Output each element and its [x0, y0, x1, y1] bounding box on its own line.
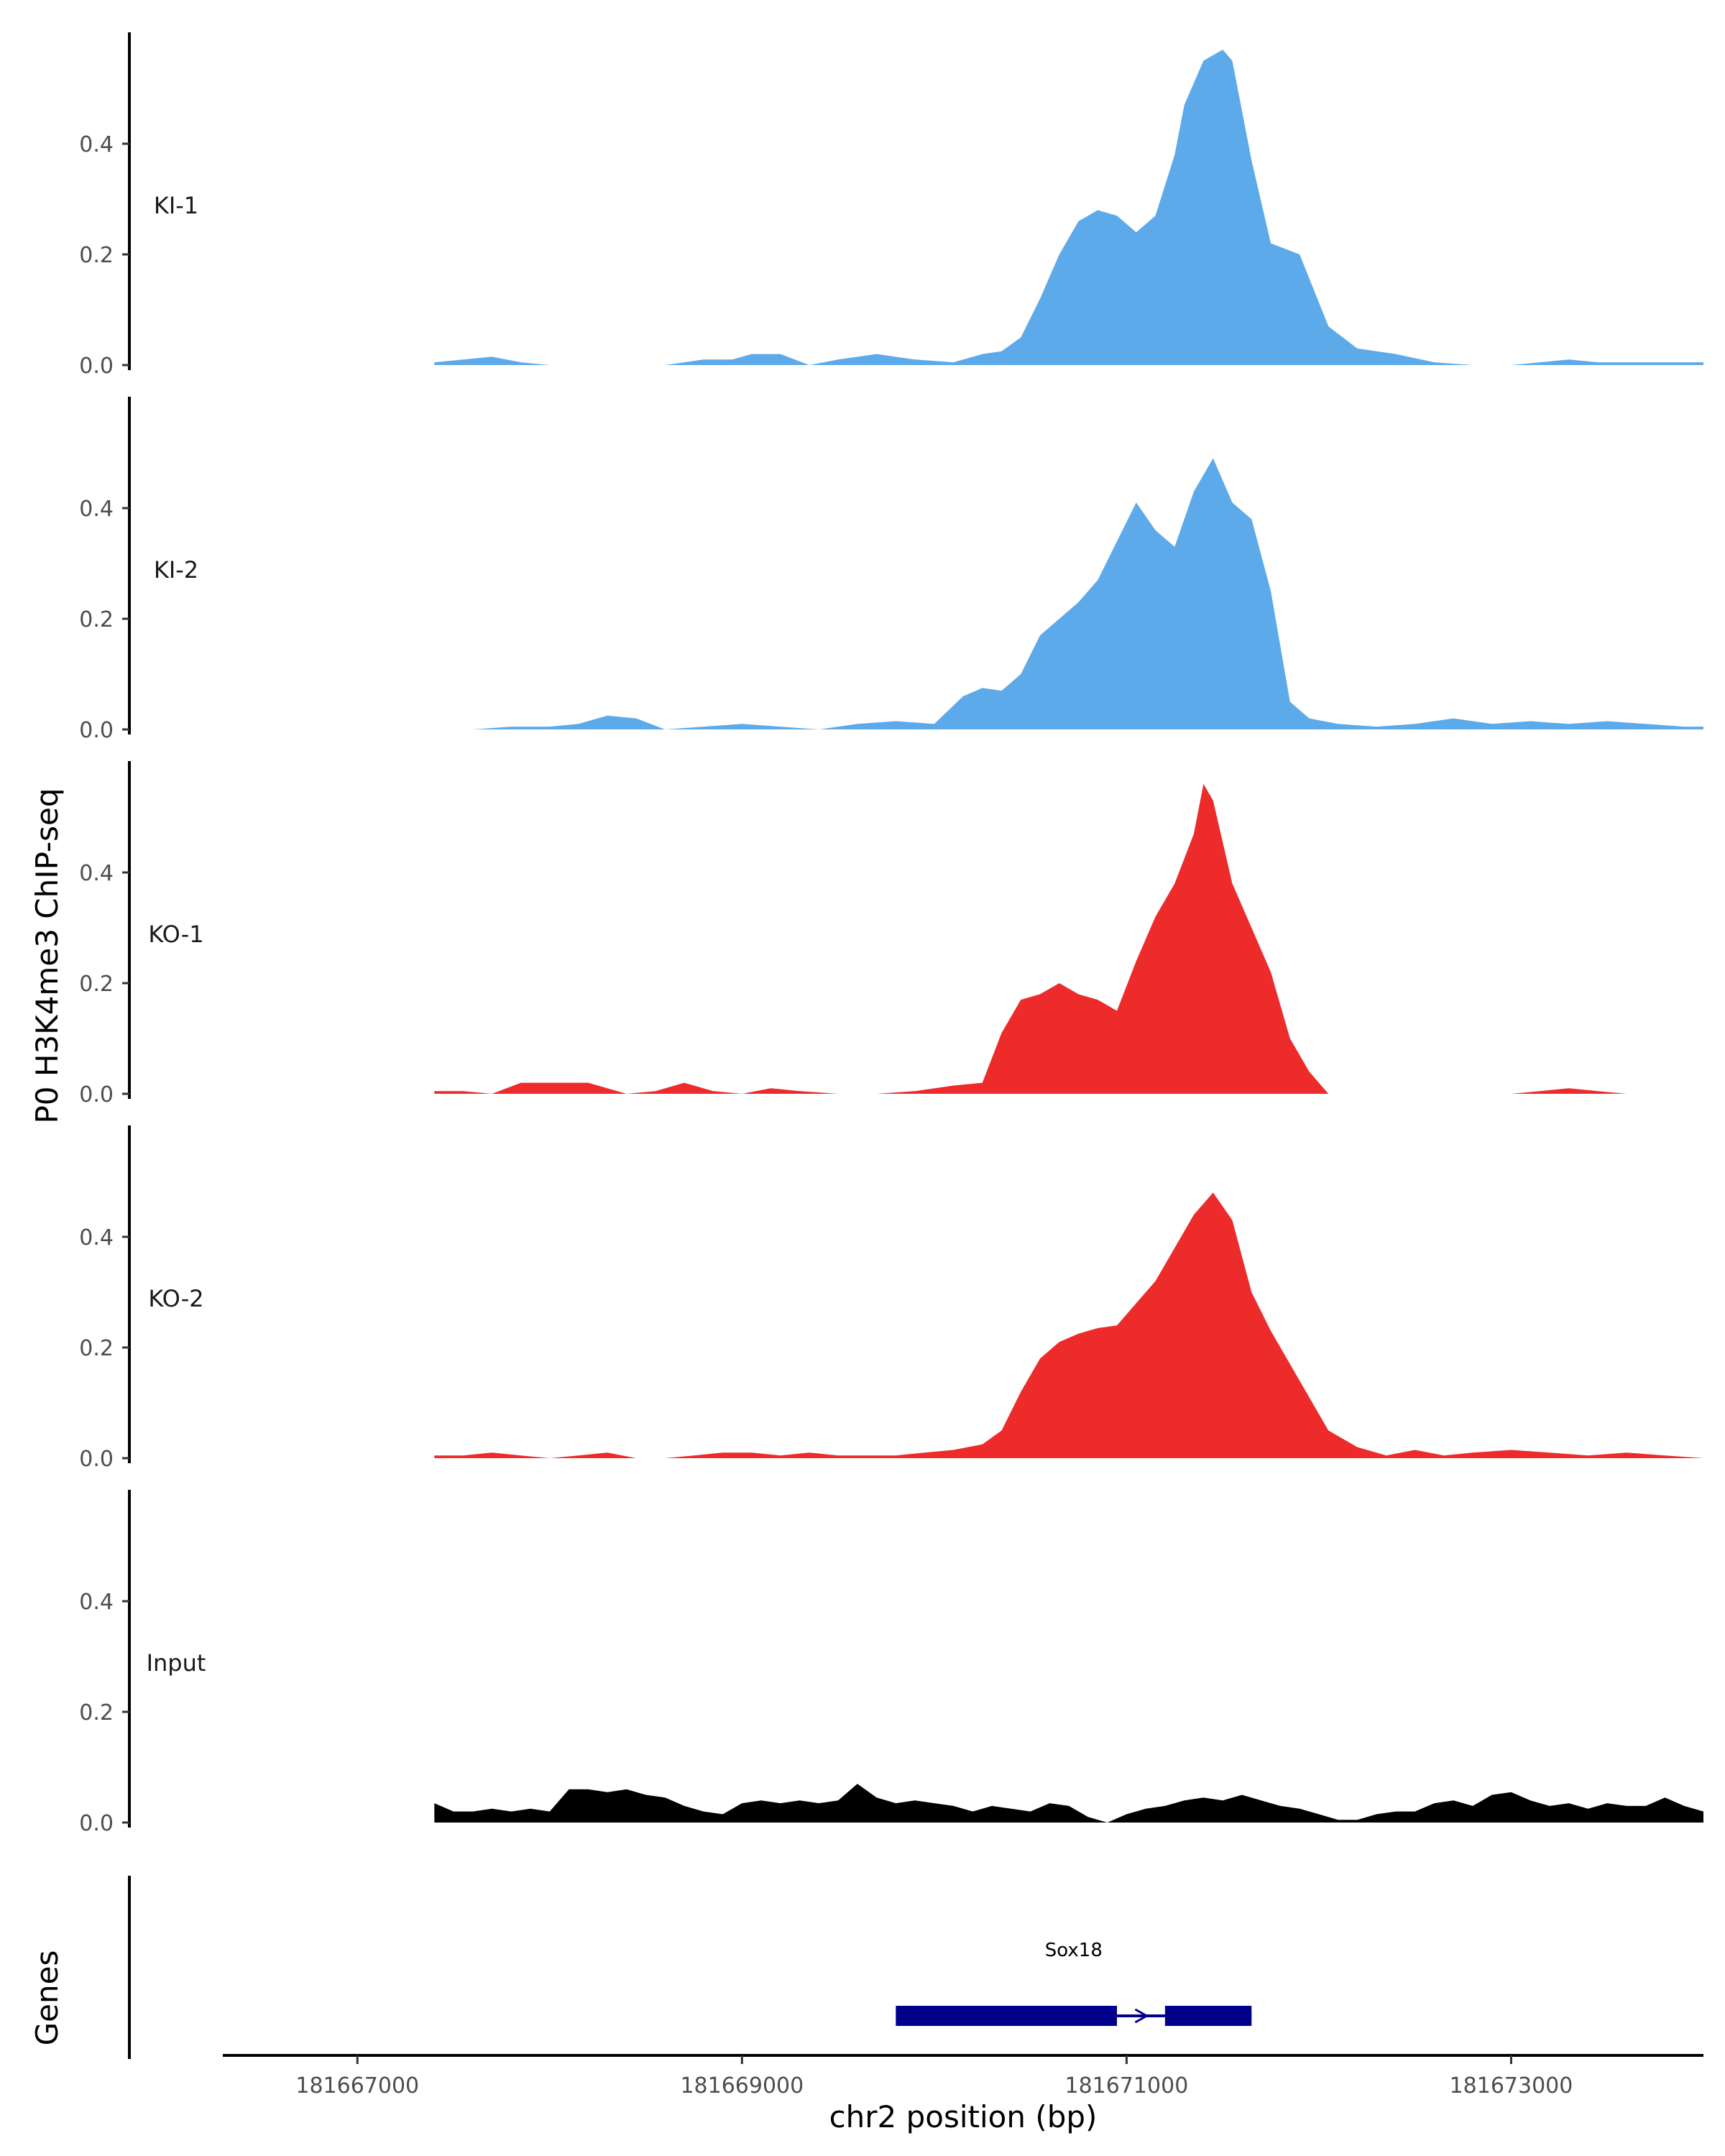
signal-area-ki-1: [434, 50, 1703, 365]
track-label: KI-2: [154, 556, 198, 584]
gene-exon: [896, 2006, 1118, 2026]
y-tick-label: 0.0: [79, 1082, 114, 1107]
track-label: KI-1: [154, 192, 198, 219]
x-tick-label: 181667000: [295, 2073, 419, 2099]
y-axis-title: P0 H3K4me3 ChIP-seq: [29, 788, 65, 1123]
track-label: KO-1: [148, 921, 203, 948]
signal-area-input: [434, 1784, 1703, 1823]
signal-area-ko-2: [434, 1192, 1703, 1458]
gene-sox18: Sox18: [896, 1940, 1252, 2026]
gene-track: Sox18: [128, 1876, 1252, 2059]
track-ki-2: 0.0 0.2 0.4 KI-2: [79, 397, 1703, 743]
y-tick-label: 0.2: [79, 1700, 114, 1726]
gene-exon: [1164, 2006, 1252, 2026]
track-ko-2: 0.0 0.2 0.4 KO-2: [79, 1125, 1703, 1472]
signal-area-ki-2: [434, 458, 1703, 729]
y-tick-label: 0.4: [79, 861, 114, 886]
strand-arrow-icon: [1134, 2008, 1149, 2024]
x-axis-title: chr2 position (bp): [829, 2099, 1098, 2134]
x-tick-label: 181673000: [1450, 2073, 1573, 2099]
y-tick-label: 0.2: [79, 607, 114, 632]
y-tick-label: 0.4: [79, 497, 114, 522]
y-tick-label: 0.2: [79, 243, 114, 268]
track-ki-1: 0.0 0.2 0.4 KI-1: [79, 32, 1703, 379]
y-tick-label: 0.0: [79, 354, 114, 379]
gene-label: Sox18: [1045, 1940, 1103, 1961]
x-axis: 181667000 181669000 181671000 181673000: [223, 2054, 1703, 2099]
x-tick-label: 181669000: [680, 2073, 804, 2099]
genes-track-title: Genes: [29, 1950, 65, 2046]
x-tick-label: 181671000: [1065, 2073, 1189, 2099]
track-label: KO-2: [148, 1285, 203, 1312]
y-tick-label: 0.2: [79, 1336, 114, 1361]
tracks-layer: 0.00.20.4KI-10.00.20.4KI-20.00.20.4KO-10…: [79, 32, 1703, 1836]
signal-area-ko-1: [434, 783, 1703, 1094]
y-tick-label: 0.0: [79, 718, 114, 743]
y-tick-label: 0.0: [79, 1811, 114, 1836]
y-tick-label: 0.2: [79, 972, 114, 997]
track-input: 0.0 0.2 0.4 Input: [79, 1490, 1703, 1836]
track-label: Input: [147, 1649, 206, 1677]
y-tick-label: 0.4: [79, 1590, 114, 1615]
track-ko-1: 0.0 0.2 0.4 KO-1: [79, 761, 1703, 1107]
y-tick-label: 0.4: [79, 132, 114, 157]
y-tick-label: 0.0: [79, 1447, 114, 1472]
y-tick-label: 0.4: [79, 1225, 114, 1250]
